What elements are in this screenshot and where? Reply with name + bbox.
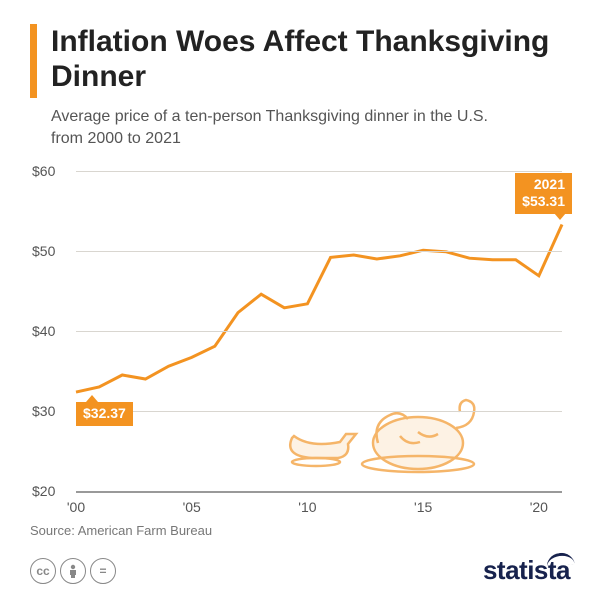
cc-icon: cc	[30, 558, 56, 584]
license-icons: cc =	[30, 558, 116, 584]
start-value-callout: $32.37	[76, 402, 133, 426]
x-axis-label: '00	[67, 499, 85, 515]
end-value-callout: 2021$53.31	[515, 173, 572, 214]
price-line	[76, 225, 562, 393]
chart-title: Inflation Woes Affect Thanksgiving Dinne…	[51, 24, 570, 95]
by-icon	[60, 558, 86, 584]
y-axis-label: $40	[32, 323, 55, 339]
nd-icon: =	[90, 558, 116, 584]
y-axis-label: $20	[32, 483, 55, 499]
chart-subtitle: Average price of a ten-person Thanksgivi…	[51, 106, 511, 149]
food-illustration-icon	[280, 388, 490, 478]
x-axis-label: '15	[414, 499, 432, 515]
y-axis-label: $50	[32, 243, 55, 259]
y-axis-label: $30	[32, 403, 55, 419]
x-axis-label: '10	[298, 499, 316, 515]
plot-region: $32.372021$53.31	[76, 171, 562, 491]
chart-area: $32.372021$53.31 $20$30$40$50$60'00'05'1…	[38, 171, 562, 491]
x-axis-label: '20	[530, 499, 548, 515]
y-axis-label: $60	[32, 163, 55, 179]
footer: cc = statista	[30, 555, 570, 586]
accent-bar	[30, 24, 37, 98]
source-text: Source: American Farm Bureau	[30, 523, 212, 538]
x-axis-label: '05	[183, 499, 201, 515]
statista-logo: statista	[483, 555, 570, 586]
